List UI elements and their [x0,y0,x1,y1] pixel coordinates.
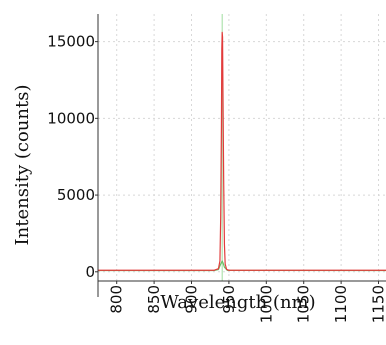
x-tick-label: 900 [183,285,201,314]
x-axis: 800 850 900 950 1000 1050 1100 1150 [98,280,386,323]
y-tick-label: 0 [85,263,95,281]
x-tick-label: 850 [145,285,163,314]
y-axis-label: Intensity (counts) [12,85,33,246]
series-line [98,31,386,271]
y-axis: 0 5000 10000 15000 [47,14,99,297]
x-axis-label: Wavelength (nm) [160,292,315,313]
y-tick-label: 5000 [57,186,95,204]
grid [98,14,386,281]
x-tick-label: 1000 [257,285,275,323]
series-group [98,31,386,272]
y-tick-label: 15000 [47,33,95,51]
x-tick-label: 1150 [370,285,386,323]
x-tick-label: 800 [108,285,126,314]
x-tick-label: 950 [220,285,238,314]
y-tick-label: 10000 [47,109,95,127]
series-line [98,260,386,272]
x-tick-label: 1050 [295,285,313,323]
x-tick-label: 1100 [332,285,350,323]
